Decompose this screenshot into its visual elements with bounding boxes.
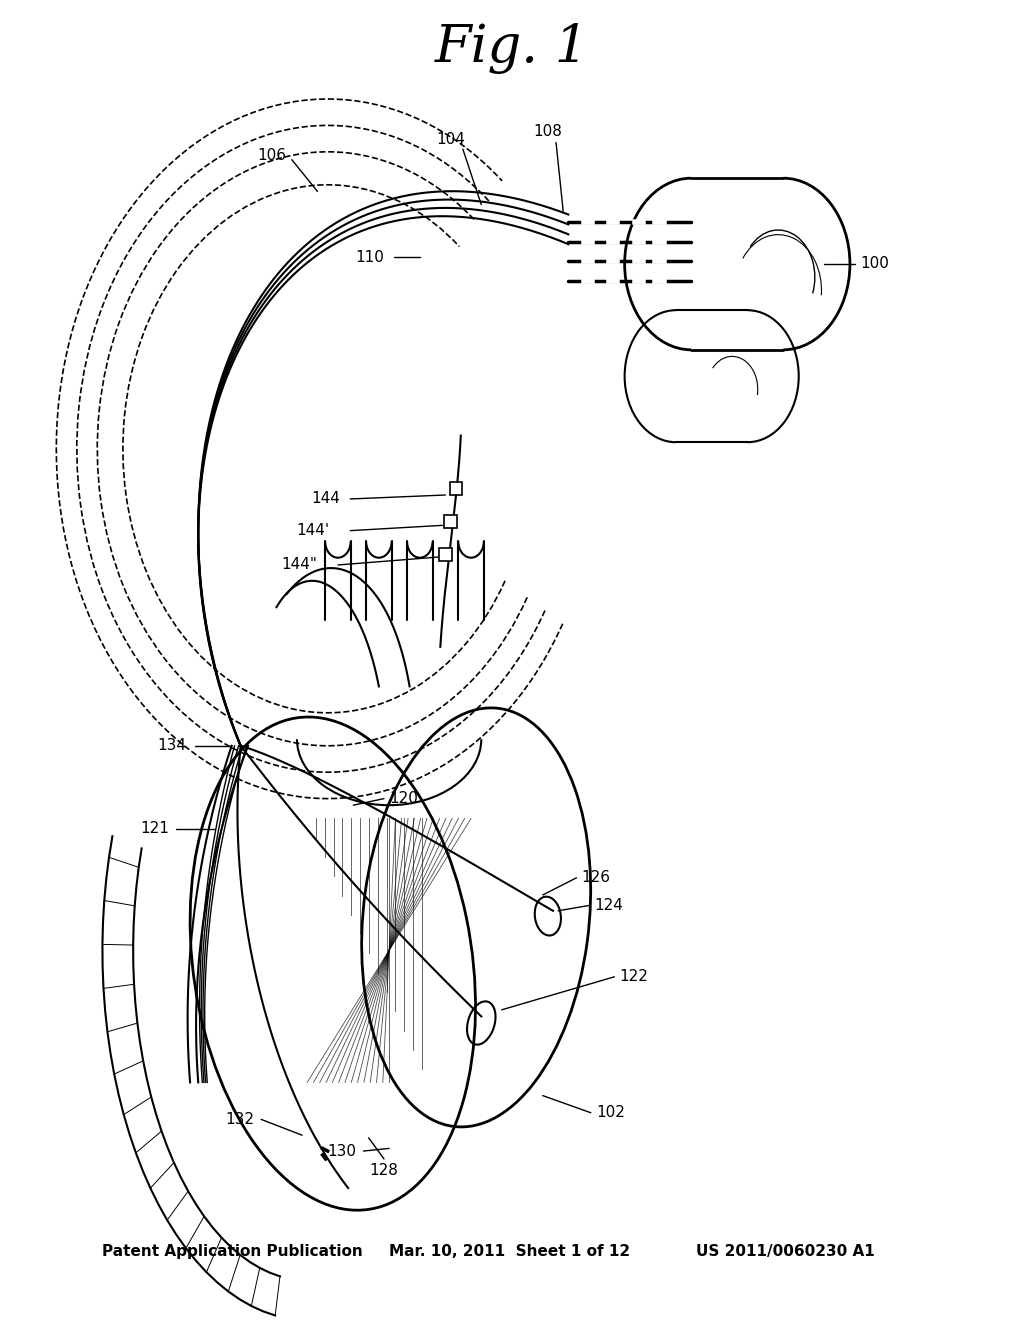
Text: 128: 128 [370,1163,398,1179]
FancyBboxPatch shape [444,515,457,528]
Text: 130: 130 [328,1143,356,1159]
Text: 100: 100 [860,256,889,272]
Text: 106: 106 [257,148,286,164]
Text: Fig. 1: Fig. 1 [435,24,589,74]
Text: 124: 124 [594,898,623,913]
Text: 132: 132 [225,1111,254,1127]
Text: 108: 108 [534,124,562,140]
Text: Mar. 10, 2011  Sheet 1 of 12: Mar. 10, 2011 Sheet 1 of 12 [389,1243,630,1259]
Text: 110: 110 [355,249,384,265]
Text: 144': 144' [297,523,330,539]
Text: 144: 144 [311,491,340,507]
Text: US 2011/0060230 A1: US 2011/0060230 A1 [696,1243,876,1259]
FancyBboxPatch shape [439,548,452,561]
Text: Patent Application Publication: Patent Application Publication [102,1243,364,1259]
FancyBboxPatch shape [450,482,462,495]
Text: 102: 102 [596,1105,625,1121]
Text: 144": 144" [282,557,317,573]
Text: 120: 120 [389,791,418,807]
Text: 126: 126 [582,870,610,886]
Text: 104: 104 [436,132,465,148]
Text: 134: 134 [158,738,186,754]
Text: 122: 122 [620,969,648,985]
Text: 121: 121 [140,821,169,837]
